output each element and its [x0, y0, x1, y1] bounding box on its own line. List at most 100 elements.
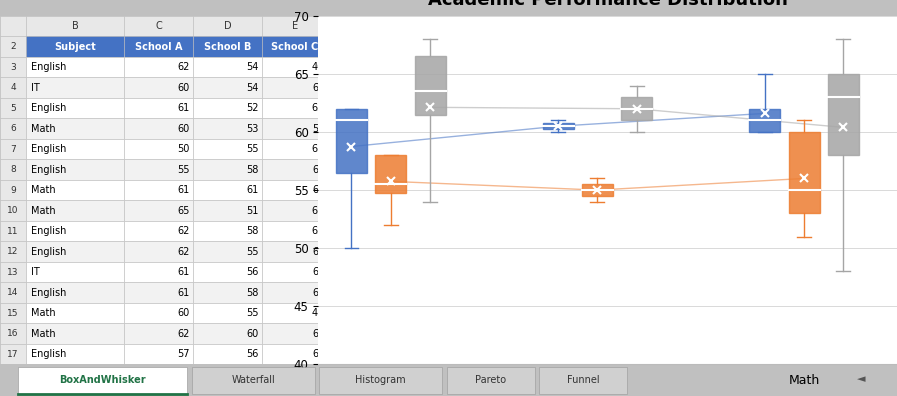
Bar [125, 159, 193, 180]
Text: IT: IT [31, 267, 39, 277]
Bar [26, 262, 125, 282]
Text: English: English [31, 247, 66, 257]
Bar [262, 159, 327, 180]
Bar [193, 200, 262, 221]
Text: 2: 2 [10, 42, 16, 51]
Text: 9: 9 [10, 186, 16, 194]
Bar [193, 282, 262, 303]
Bar [26, 282, 125, 303]
Text: 62: 62 [312, 103, 324, 113]
Bar [18, 367, 187, 394]
Text: 60: 60 [178, 83, 190, 93]
Bar [262, 98, 327, 118]
Bar [0, 303, 26, 323]
Bar [193, 16, 262, 36]
Bar [125, 323, 193, 344]
Text: 3: 3 [10, 63, 16, 72]
Bar [262, 323, 327, 344]
Bar [0, 262, 26, 282]
Text: 12: 12 [7, 247, 19, 256]
Text: 55: 55 [246, 308, 258, 318]
Bar [539, 367, 627, 394]
Text: E: E [292, 21, 298, 31]
Bar [125, 344, 193, 364]
Bar [0, 282, 26, 303]
Bar [125, 262, 193, 282]
Bar [26, 36, 125, 57]
Bar [0, 323, 26, 344]
Bar [193, 262, 262, 282]
Bar [125, 118, 193, 139]
Bar [193, 323, 262, 344]
Bar [262, 77, 327, 98]
Bar [0, 98, 26, 118]
Bar [125, 200, 193, 221]
Text: 58: 58 [247, 226, 258, 236]
Bar [193, 57, 262, 77]
Bar [749, 109, 780, 132]
Text: 60: 60 [178, 308, 190, 318]
Bar [262, 180, 327, 200]
Bar [26, 323, 125, 344]
Bar [0, 118, 26, 139]
Bar [125, 180, 193, 200]
Text: 60: 60 [312, 83, 324, 93]
Bar [262, 16, 327, 36]
Bar [262, 36, 327, 57]
Bar [193, 159, 262, 180]
Text: English: English [31, 103, 66, 113]
Text: 10: 10 [7, 206, 19, 215]
Bar [26, 241, 125, 262]
Bar [0, 221, 26, 241]
Bar [543, 123, 573, 129]
Text: BoxAndWhisker: BoxAndWhisker [59, 375, 146, 385]
Bar [26, 77, 125, 98]
Text: 68: 68 [312, 185, 324, 195]
Bar [26, 16, 125, 36]
Text: 52: 52 [246, 103, 258, 113]
Text: School C: School C [271, 42, 318, 51]
Bar [26, 139, 125, 159]
Bar [193, 303, 262, 323]
Text: 62: 62 [178, 329, 190, 339]
Bar [26, 159, 125, 180]
Text: School B: School B [204, 42, 251, 51]
Bar [125, 303, 193, 323]
Text: 61: 61 [178, 103, 190, 113]
Text: ◄: ◄ [857, 375, 866, 385]
Text: 5: 5 [10, 104, 16, 112]
Bar [262, 200, 327, 221]
Bar [26, 303, 125, 323]
Bar [582, 184, 613, 196]
Text: 62: 62 [312, 226, 324, 236]
Bar [125, 139, 193, 159]
Text: 63: 63 [312, 329, 324, 339]
Bar [125, 16, 193, 36]
Text: School A: School A [135, 42, 183, 51]
Bar [0, 344, 26, 364]
Text: 56: 56 [247, 267, 258, 277]
Bar [26, 200, 125, 221]
Text: D: D [223, 21, 231, 31]
Text: Math: Math [31, 308, 56, 318]
Bar [0, 36, 26, 57]
Text: 46: 46 [312, 62, 324, 72]
Bar [788, 132, 820, 213]
Text: 60: 60 [312, 349, 324, 359]
Bar [262, 57, 327, 77]
Text: IT: IT [31, 83, 39, 93]
Text: 68: 68 [312, 247, 324, 257]
Bar [414, 57, 446, 114]
Text: Funnel: Funnel [567, 375, 599, 385]
Text: 15: 15 [7, 308, 19, 318]
Text: 58: 58 [247, 287, 258, 297]
Text: Histogram: Histogram [355, 375, 406, 385]
Text: 16: 16 [7, 329, 19, 338]
Bar [319, 367, 442, 394]
Bar [125, 282, 193, 303]
Text: 51: 51 [247, 206, 258, 215]
Text: 54: 54 [247, 83, 258, 93]
Bar [262, 262, 327, 282]
Bar [621, 97, 652, 120]
Bar [193, 139, 262, 159]
